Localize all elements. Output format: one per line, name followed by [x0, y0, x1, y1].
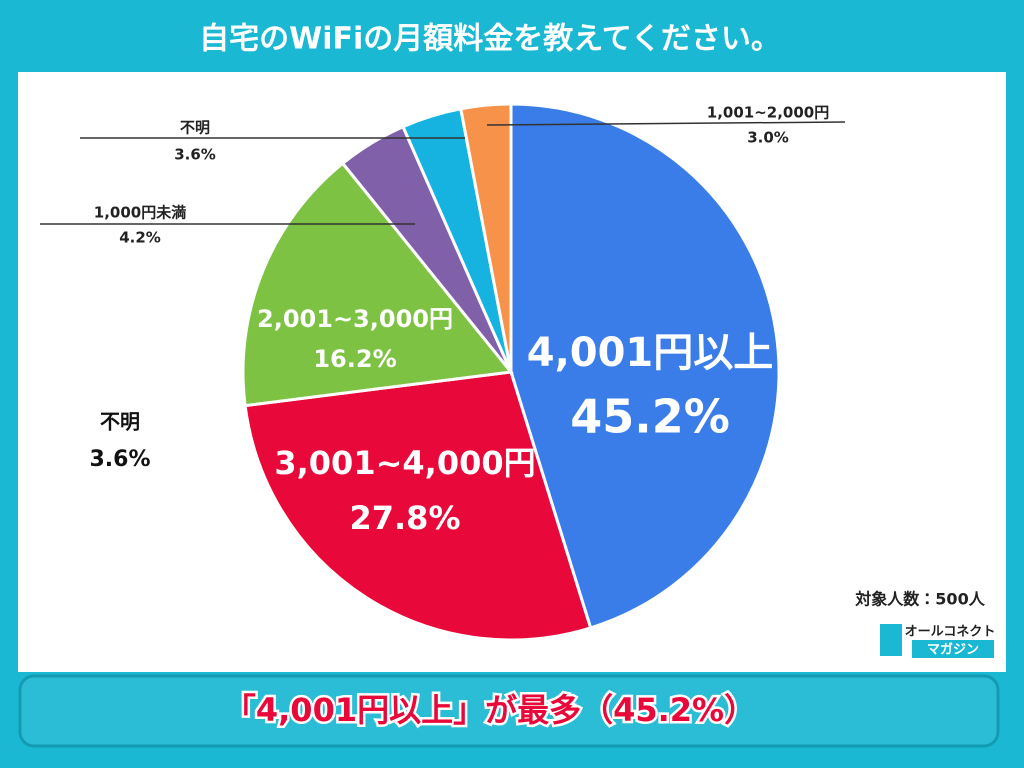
- logo: オールコネクト マガジン: [880, 624, 995, 658]
- slice-label: 1,001~2,000円: [707, 104, 829, 122]
- slice-label: 1,000円未満: [94, 204, 186, 222]
- side-value: 3.6%: [89, 447, 150, 472]
- chart-title: 自宅のWiFiの月額料金を教えてください。: [199, 22, 781, 57]
- logo-sub-box: [912, 640, 994, 658]
- logo-icon: [880, 624, 902, 656]
- slice-label: 3,001~4,000円: [274, 444, 535, 482]
- slice-label: 不明: [180, 119, 210, 137]
- summary: 「4,001円以上」が最多（45.2%）: [224, 691, 756, 729]
- pie-slice: [243, 370, 593, 642]
- slice-label: 2,001~3,000円: [257, 305, 453, 333]
- slice-value: 45.2%: [570, 390, 730, 444]
- slice-value: 4.2%: [119, 229, 161, 247]
- pie-slice: [459, 102, 513, 373]
- pie-slice: [509, 102, 781, 630]
- logo-sub: マガジン: [927, 643, 979, 658]
- slice-label: 4,001円以上: [527, 330, 774, 376]
- slice-value: 16.2%: [313, 345, 396, 373]
- slice-value: 3.6%: [174, 146, 216, 164]
- slice-value: 3.0%: [747, 129, 789, 147]
- slice-value: 27.8%: [349, 499, 460, 537]
- leader-line: [486, 121, 846, 126]
- side-label: 不明: [100, 410, 140, 434]
- logo-name: オールコネクト: [905, 625, 996, 640]
- pie: [241, 102, 781, 642]
- summary-box: [18, 674, 1000, 748]
- note: 対象人数：500人: [854, 590, 985, 609]
